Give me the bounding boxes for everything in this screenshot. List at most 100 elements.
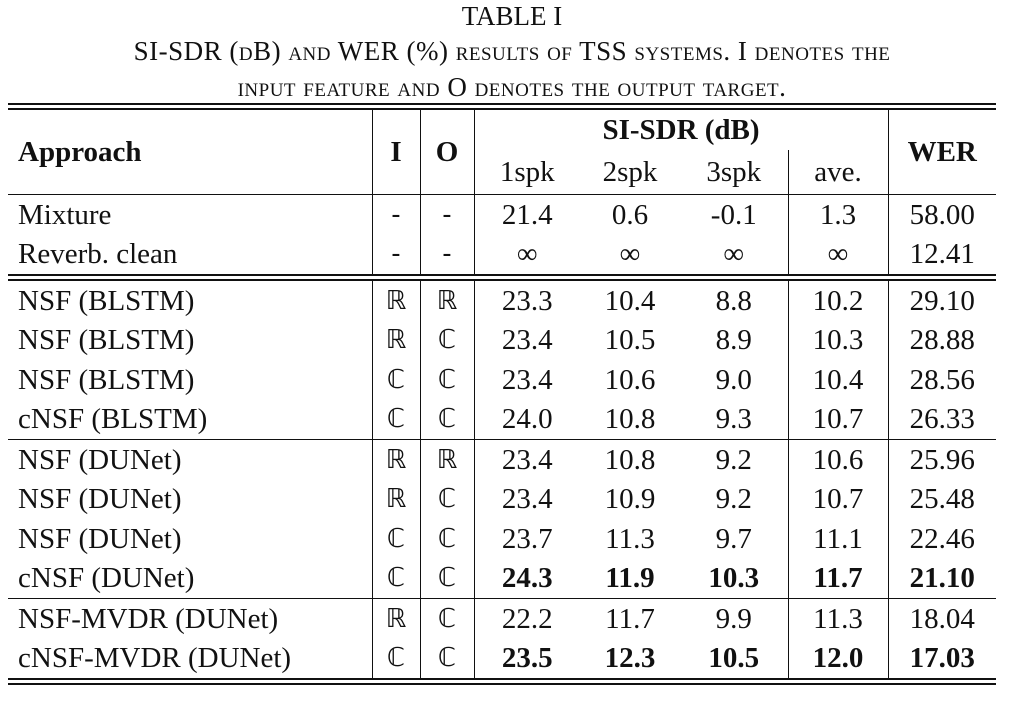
table-cell: NSF (DUNet) — [8, 439, 373, 480]
table-cell: 24.3 — [501, 562, 553, 595]
table-cell: ℂ — [420, 479, 475, 519]
table-title: TABLE I — [461, 1, 563, 31]
table-cell: 10.9 — [604, 483, 656, 516]
table-cell: ℂ — [372, 558, 421, 599]
table-cell: 18.04 — [909, 602, 975, 635]
table-row: cNSF (DUNet) ℂ ℂ 24.3 11.9 10.3 11.7 21.10 — [8, 558, 996, 599]
table-cell: 9.2 — [680, 439, 789, 480]
table-cell: 11.3 — [605, 522, 655, 555]
table-cell: 11.7 — [605, 602, 655, 635]
table-cell: ℂ — [420, 558, 475, 599]
table-cell: 10.5 — [604, 324, 656, 357]
table-row: cNSF (BLSTM) ℂ ℂ 24.0 10.8 9.3 10.7 26.33 — [8, 399, 996, 440]
header-cell: Approach — [8, 106, 373, 195]
table-cell: ℂ — [372, 638, 421, 682]
table-cell: - — [420, 194, 475, 235]
table-cell: ℂ — [372, 360, 421, 400]
table-cell: 25.96 — [909, 443, 975, 476]
table-cell: 11.9 — [605, 562, 655, 595]
table-cell: ∞ — [680, 234, 789, 278]
table-cell: NSF (BLSTM) — [8, 360, 373, 400]
table-row: cNSF-MVDR (DUNet) ℂ ℂ 23.5 12.3 10.5 12.0 17.03 — [8, 638, 996, 682]
table-cell: NSF-MVDR (DUNet) — [8, 598, 373, 639]
header-row: 1spk 2spk 3spk ave. — [8, 150, 996, 195]
table-cell: cNSF (BLSTM) — [8, 399, 373, 440]
table-cell: ∞ — [619, 238, 641, 271]
table-cell: ℂ — [372, 519, 421, 559]
table-cell: NSF (BLSTM) — [8, 277, 373, 321]
table-cell: 26.33 — [909, 403, 975, 436]
table-cell: 12.3 — [604, 642, 656, 675]
table-row: Mixture - -21.4 0.6 -0.1 1.3 58.00 — [8, 194, 996, 235]
table-cell: 22.46 — [909, 522, 975, 555]
table-cell: 23.3 — [501, 284, 553, 317]
table-cell: 17.03 — [909, 642, 975, 675]
table-cell: ℂ — [420, 360, 475, 400]
header-cell: I — [372, 106, 421, 195]
header-cell: 2spk — [602, 156, 658, 188]
header-cell: ave. — [788, 150, 889, 195]
table-cell: ℝ — [420, 277, 475, 321]
table-cell: 28.56 — [909, 363, 975, 396]
table-row: NSF (BLSTM) ℝ ℂ 23.4 10.5 8.9 10.3 28.88 — [8, 320, 996, 360]
table-cell: 29.10 — [909, 284, 975, 317]
table-cell: ∞ — [516, 238, 538, 271]
table-cell: 12.41 — [909, 238, 975, 271]
header-cell: WER — [907, 136, 977, 168]
table-cell: 9.3 — [680, 399, 789, 440]
table-cell: Reverb. clean — [8, 234, 373, 278]
table-cell: ℝ — [372, 479, 421, 519]
table-cell: 22.2 — [501, 602, 553, 635]
table-cell: 23.5 — [501, 642, 553, 675]
table-row: NSF (BLSTM) ℝ ℝ 23.3 10.4 8.8 10.2 29.10 — [8, 277, 996, 321]
table-cell: 58.00 — [909, 198, 975, 231]
table-cell: 10.6 — [604, 363, 656, 396]
results-table: Approach I O SI-SDR (dB) WER 1spk 2spk 3… — [8, 103, 996, 685]
table-cell: NSF (DUNet) — [8, 519, 373, 559]
table-cell: 10.4 — [604, 284, 656, 317]
table-cell: 10.4 — [788, 360, 889, 400]
table-cell: ℂ — [420, 638, 475, 682]
table-cell: - — [372, 194, 421, 235]
table-cell: 10.8 — [604, 443, 656, 476]
table-cell: ℝ — [372, 439, 421, 480]
table-cell: 23.4 — [501, 483, 553, 516]
table-cell: 10.3 — [788, 320, 889, 360]
table-cell: 24.0 — [501, 403, 553, 436]
caption: input feature and O denotes the output t… — [237, 72, 787, 102]
table-row: NSF (BLSTM) ℂ ℂ 23.4 10.6 9.0 10.4 28.56 — [8, 360, 996, 400]
table-cell: ∞ — [788, 234, 889, 278]
table-row: NSF (DUNet) ℝ ℝ 23.4 10.8 9.2 10.6 25.96 — [8, 439, 996, 480]
table-cell: 21.4 — [501, 198, 553, 231]
table-cell: 9.9 — [680, 598, 789, 639]
table-cell: 11.1 — [788, 519, 889, 559]
table-cell: 28.88 — [909, 324, 975, 357]
table-cell: Mixture — [8, 194, 373, 235]
table-cell: 8.8 — [680, 277, 789, 321]
table-cell: 23.4 — [501, 443, 553, 476]
row-group: NSF-MVDR (DUNet) ℝ ℂ 22.2 11.7 9.9 11.3 18.04 cN… — [8, 598, 996, 682]
table-cell: 23.4 — [501, 324, 553, 357]
header-cell: 3spk — [680, 150, 789, 195]
table-cell: 10.7 — [788, 399, 889, 440]
header-row: Approach I O SI-SDR (dB) WER — [8, 106, 996, 195]
caption: SI-SDR (dB) and WER (%) results of TSS s… — [133, 36, 891, 66]
table-cell: ℝ — [420, 439, 475, 480]
table-row: NSF (DUNet) ℝ ℂ 23.4 10.9 9.2 10.7 25.48 — [8, 479, 996, 519]
table-cell: 12.0 — [788, 638, 889, 682]
table-cell: 10.2 — [788, 277, 889, 321]
table-cell: ℝ — [372, 598, 421, 639]
table-cell: -0.1 — [680, 194, 789, 235]
table-cell: ℝ — [372, 277, 421, 321]
row-group: NSF (BLSTM) ℝ ℝ 23.3 10.4 8.8 10.2 29.10 NSF (BL… — [8, 277, 996, 440]
row-group: Mixture - -21.4 0.6 -0.1 1.3 58.00 Reverb. clea… — [8, 194, 996, 278]
table-cell: 8.9 — [680, 320, 789, 360]
header-cell: SI-SDR (dB) — [474, 106, 889, 150]
table-row: NSF-MVDR (DUNet) ℝ ℂ 22.2 11.7 9.9 11.3 18.04 — [8, 598, 996, 639]
table-cell: ℂ — [420, 320, 475, 360]
table-cell: 10.5 — [680, 638, 789, 682]
table-row: NSF (DUNet) ℂ ℂ 23.7 11.3 9.7 11.1 22.46 — [8, 519, 996, 559]
table-cell: ℂ — [372, 399, 421, 440]
table-cell: 1.3 — [788, 194, 889, 235]
